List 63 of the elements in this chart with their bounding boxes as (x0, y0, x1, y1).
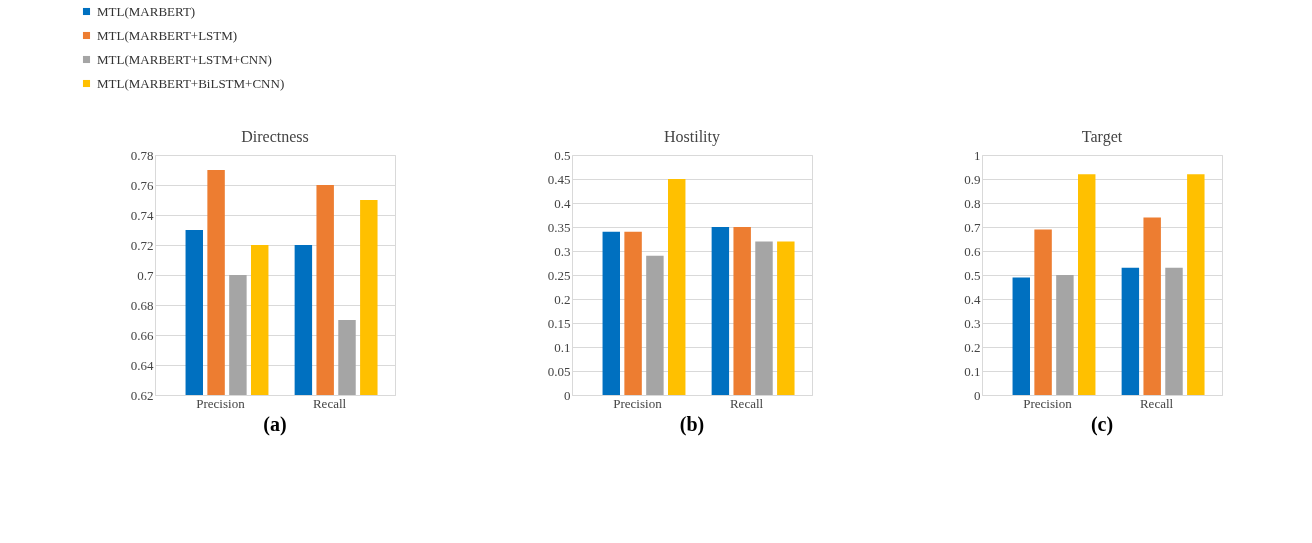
bar (602, 231, 620, 395)
bar (755, 241, 773, 395)
x-tick-label: Recall (1139, 395, 1174, 411)
y-tick-label: 0.15 (547, 315, 571, 331)
y-tick-label: 0.3 (964, 315, 981, 331)
y-tick-label: 0.74 (130, 207, 154, 223)
y-tick-label: 0.2 (554, 291, 571, 307)
y-tick-label: 1 (974, 147, 981, 163)
y-tick-label: 0.1 (554, 339, 571, 355)
y-tick-label: 0.7 (964, 219, 981, 235)
bar (668, 179, 686, 395)
x-tick-label: Precision (613, 395, 663, 411)
y-tick-label: 0.35 (547, 219, 571, 235)
y-tick-label: 0.76 (130, 177, 154, 193)
bar (1078, 174, 1096, 395)
y-tick-label: 0.68 (130, 297, 154, 313)
y-tick-label: 0.72 (130, 237, 154, 253)
y-tick-label: 0.4 (554, 195, 571, 211)
y-tick-label: 0.7 (137, 267, 154, 283)
y-tick-label: 0.5 (554, 147, 571, 163)
bar (711, 227, 730, 395)
bar (1012, 277, 1030, 395)
bar (1187, 174, 1205, 395)
chart-title: Directness (241, 128, 309, 145)
y-tick-label: 0.25 (547, 267, 571, 283)
bar (733, 227, 751, 395)
chart-title: Target (1081, 128, 1123, 146)
y-tick-label: 0.1 (964, 363, 981, 379)
bar (624, 231, 642, 395)
y-tick-label: 0 (564, 387, 571, 403)
y-tick-label: 0.5 (964, 267, 981, 283)
bar (1056, 275, 1074, 395)
text: (a) (263, 413, 287, 436)
y-tick-label: 0.6 (964, 243, 981, 259)
bar (1121, 267, 1140, 395)
x-tick-label: Recall (729, 395, 764, 411)
text: (c) (1090, 413, 1114, 436)
y-tick-label: 0.4 (964, 291, 981, 307)
bar (1034, 229, 1052, 395)
x-tick-label: Precision (1023, 395, 1073, 411)
x-tick-label: Recall (312, 395, 347, 411)
y-tick-label: 0.8 (964, 195, 981, 211)
bar (777, 241, 795, 395)
y-tick-label: 0.78 (130, 147, 154, 163)
bar (1143, 217, 1161, 395)
y-tick-label: 0 (974, 387, 981, 403)
text: (b) (679, 413, 705, 436)
legend-label: MTL(MARBERT+LSTM) (97, 27, 238, 43)
bar (646, 255, 664, 395)
legend-label: MTL(MARBERT+LSTM+CNN) (97, 51, 272, 67)
x-tick-label: Precision (196, 395, 246, 411)
legend-label: MTL(MARBERT+BiLSTM+CNN) (97, 75, 285, 91)
bar (1165, 267, 1183, 395)
y-tick-label: 0.05 (547, 363, 571, 379)
y-tick-label: 0.45 (547, 171, 571, 187)
y-tick-label: 0.9 (964, 171, 981, 187)
legend-label: MTL(MARBERT) (97, 3, 196, 19)
y-tick-label: 0.2 (964, 339, 981, 355)
chart-title: Hostility (663, 128, 721, 146)
y-tick-label: 0.66 (130, 327, 154, 343)
y-tick-label: 0.3 (554, 243, 571, 259)
y-tick-label: 0.64 (130, 357, 154, 373)
y-tick-label: 0.62 (130, 387, 154, 403)
